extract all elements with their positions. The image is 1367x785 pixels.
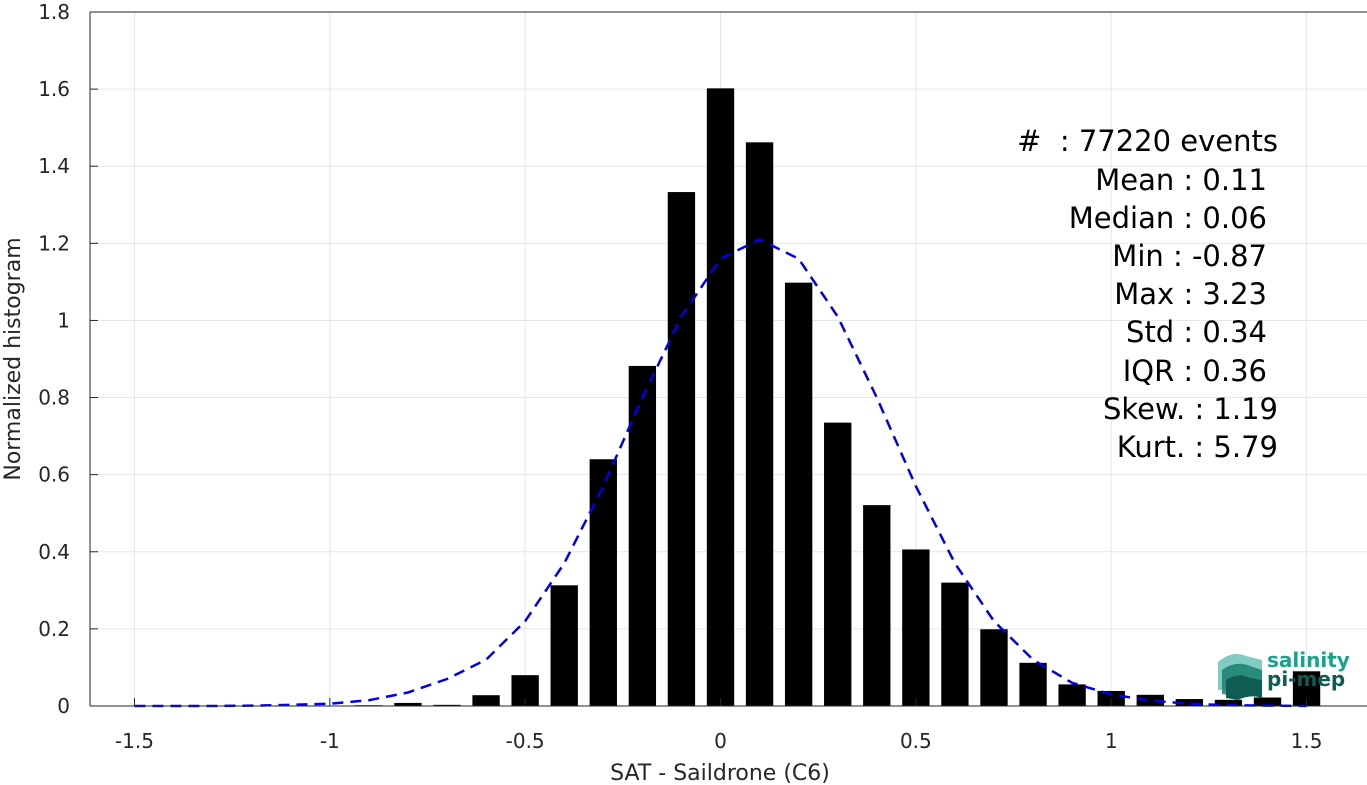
statistics-annotation: # : 77220 events Mean : 0.11 Median : 0.… (1017, 124, 1278, 464)
salinity-pi-mep-logo: salinity pi-mep (1218, 648, 1350, 700)
y-tick-label: 0.8 (38, 386, 70, 410)
histogram-bar (1175, 699, 1204, 706)
y-tick-label: 0 (57, 694, 70, 718)
y-tick-labels: 0 0.2 0.4 0.6 0.8 1 1.2 1.4 1.6 1.8 (38, 0, 98, 718)
stat-max: Max : 3.23 (1114, 277, 1267, 311)
histogram-bar (433, 704, 461, 706)
histogram-bar (472, 695, 500, 706)
histogram-bar (550, 585, 578, 706)
y-tick-label: 1.8 (38, 0, 70, 24)
histogram-bar (980, 629, 1008, 706)
histogram-bar (745, 142, 774, 707)
x-axis-label: SAT - Saildrone (C6) (610, 761, 830, 785)
y-axis-label: Normalized histogram (1, 237, 26, 480)
stat-median: Median : 0.06 (1069, 201, 1267, 235)
histogram-bar (628, 365, 657, 706)
histogram-bars (316, 88, 1321, 707)
stat-events: # : 77220 events (1017, 124, 1278, 158)
histogram-bar (863, 505, 891, 706)
histogram-bar (706, 88, 735, 707)
stat-kurt: Kurt. : 5.79 (1117, 430, 1278, 464)
histogram-bar (1214, 699, 1243, 706)
histogram-bar (941, 582, 969, 706)
x-tick-label: 1 (1105, 729, 1118, 753)
histogram-bar (824, 422, 852, 706)
axes (89, 11, 1367, 707)
histogram-bar (1058, 684, 1086, 706)
x-tick-label: 0.5 (900, 729, 932, 753)
stat-std: Std : 0.34 (1126, 315, 1267, 349)
stat-skew: Skew. : 1.19 (1103, 392, 1278, 426)
histogram-bar (1019, 662, 1047, 706)
histogram-bar (589, 459, 617, 706)
histogram-bar (902, 549, 930, 706)
x-tick-label: 0 (714, 729, 727, 753)
y-tick-label: 1.4 (38, 154, 70, 178)
histogram-bar (394, 702, 422, 706)
x-tick-label: -0.5 (506, 729, 545, 753)
x-tick-labels: -1.5 -1 -0.5 0 0.5 1 1.5 (115, 698, 1323, 753)
histogram-bar (1253, 697, 1282, 706)
y-tick-label: 0.2 (38, 617, 70, 641)
y-tick-label: 1 (57, 308, 70, 332)
logo-text-line1: salinity (1267, 648, 1350, 672)
x-tick-label: 1.5 (1291, 729, 1323, 753)
logo-wave-icon (1218, 654, 1262, 700)
stat-min: Min : -0.87 (1112, 239, 1267, 273)
y-tick-label: 0.6 (38, 463, 70, 487)
histogram-bar (784, 282, 813, 706)
logo-text-line2: pi-mep (1267, 667, 1345, 691)
y-tick-label: 1.2 (38, 231, 70, 255)
stat-mean: Mean : 0.11 (1095, 163, 1267, 197)
histogram-bar (667, 192, 696, 706)
x-tick-label: -1.5 (115, 729, 154, 753)
x-tick-label: -1 (320, 729, 340, 753)
y-tick-label: 0.4 (38, 540, 70, 564)
histogram-bar (1136, 694, 1164, 706)
y-tick-label: 1.6 (38, 77, 70, 101)
stat-iqr: IQR : 0.36 (1123, 354, 1267, 388)
normal-fit-curve (134, 238, 1307, 708)
